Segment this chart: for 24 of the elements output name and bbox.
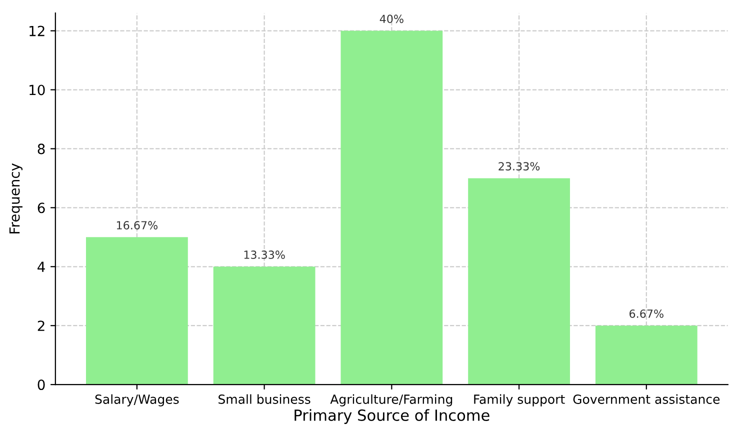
annotation: 23.33% [498,162,540,170]
y-tick-label: 6 [38,202,45,214]
bar [86,237,188,385]
y-tick-label: 8 [38,144,45,154]
x-tick-label: Salary/Wages [95,394,179,406]
x-tick-label: Small business [218,394,310,404]
y-tick-label: 2 [38,320,44,331]
annotation: 6.67% [630,309,664,318]
x-tick-label: Government assistance [573,394,720,404]
bar [468,178,570,385]
y-axis-title: Frequency [9,163,22,234]
bar [213,266,316,385]
bar [340,30,443,385]
y-tick-label: 4 [38,262,45,272]
x-tick-label: Family support [474,394,565,406]
y-tick-label: 12 [30,26,44,36]
x-tick-label: Agriculture/Farming [330,394,452,406]
bar [595,326,698,385]
y-tick-label: 0 [38,380,45,390]
annotation: 16.67% [116,221,158,230]
annotation: 13.33% [244,250,285,259]
y-tick-label: 10 [30,84,45,96]
annotation: 40% [380,14,404,24]
x-axis-title: Primary Source of Income [294,409,490,424]
